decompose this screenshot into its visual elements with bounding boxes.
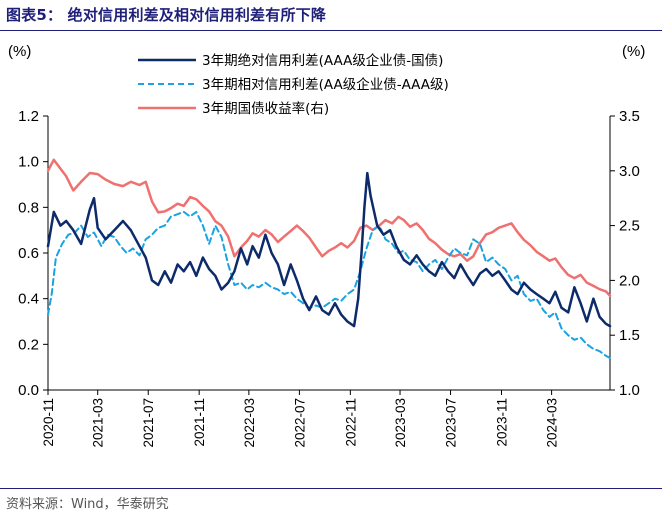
left-tick-label: 1.0 bbox=[18, 154, 39, 171]
absolute-spread-line bbox=[46, 171, 612, 328]
treasury-yield-line bbox=[46, 158, 612, 297]
source-note: 资料来源：Wind，华泰研究 bbox=[6, 497, 169, 512]
relative-spread-line bbox=[47, 210, 611, 359]
x-tick-label: 2021-11 bbox=[192, 398, 207, 447]
x-tick-label: 2023-11 bbox=[494, 398, 509, 447]
left-tick-label: 0.6 bbox=[18, 245, 39, 262]
figure-title: 图表5： 绝对信用利差及相对信用利差有所下降 bbox=[6, 6, 327, 24]
left-tick-label: 0.0 bbox=[18, 382, 39, 399]
left-tick-label: 0.8 bbox=[18, 199, 39, 216]
x-tick-label: 2022-11 bbox=[343, 398, 358, 447]
series-layer bbox=[46, 158, 612, 359]
x-tick-label: 2023-07 bbox=[444, 398, 459, 448]
right-axis-unit: (%) bbox=[622, 43, 645, 60]
right-tick-label: 3.5 bbox=[619, 108, 640, 125]
right-tick-label: 1.0 bbox=[619, 382, 640, 399]
x-tick-label: 2024-03 bbox=[545, 398, 560, 448]
axes: 0.0 0.2 0.4 0.6 0.8 1.0 1.2 1.0 1.5 2.0 2.5 3.0 3.5 2… bbox=[18, 108, 640, 448]
left-tick-label: 0.4 bbox=[18, 291, 39, 308]
x-tick-label: 2022-03 bbox=[242, 398, 257, 448]
legend-label-treasury-yield: 3年期国债收益率(右) bbox=[202, 100, 329, 117]
legend-label-absolute-spread: 3年期绝对信用利差(AAA级企业债-国债) bbox=[202, 52, 443, 69]
right-tick-label: 2.5 bbox=[619, 218, 640, 235]
left-axis-unit: (%) bbox=[8, 43, 31, 60]
right-tick-label: 3.0 bbox=[619, 163, 640, 180]
x-tick-label: 2022-07 bbox=[292, 398, 307, 448]
title-divider bbox=[0, 30, 662, 31]
source-divider bbox=[0, 488, 662, 489]
x-tick-label: 2023-03 bbox=[393, 398, 408, 448]
right-tick-label: 1.5 bbox=[619, 327, 640, 344]
legend: 3年期绝对信用利差(AAA级企业债-国债) 3年期相对信用利差(AA级企业债-A… bbox=[138, 52, 449, 117]
x-tick-label: 2020-11 bbox=[41, 398, 56, 447]
left-tick-label: 0.2 bbox=[18, 336, 39, 353]
x-tick-label: 2021-07 bbox=[141, 398, 156, 448]
x-tick-label: 2021-03 bbox=[91, 398, 106, 448]
legend-label-relative-spread: 3年期相对信用利差(AA级企业债-AAA级) bbox=[202, 76, 449, 93]
left-tick-label: 1.2 bbox=[18, 108, 39, 125]
right-tick-label: 2.0 bbox=[619, 272, 640, 289]
